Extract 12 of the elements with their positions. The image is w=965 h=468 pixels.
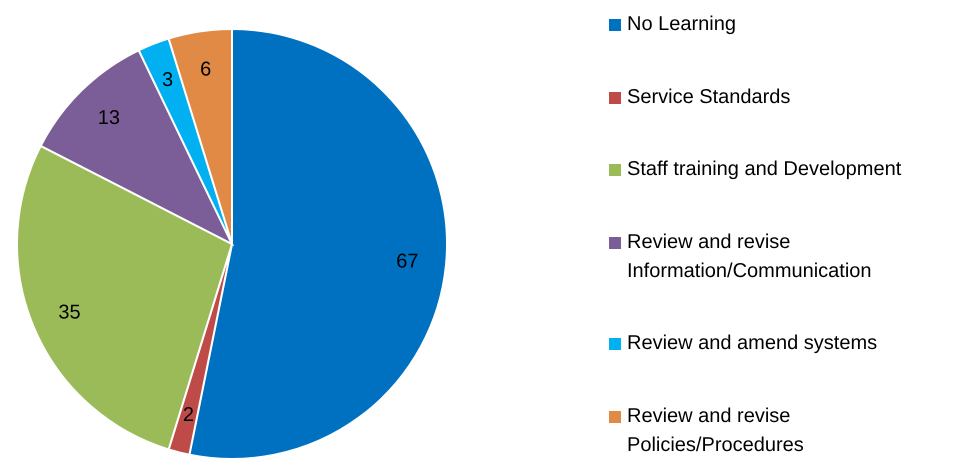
legend-label: No Learning [627,12,736,37]
data-label: 3 [162,68,174,91]
data-label: 13 [98,106,120,129]
data-label: 6 [200,58,212,81]
legend-label: Staff training and Development [627,157,902,182]
data-label: 35 [58,301,81,324]
legend-label: Review and revise Policies/Procedures [627,404,805,458]
legend-label: Review and revise Information/Communication [627,230,873,284]
legend-label: Service Standards [627,84,790,110]
data-label: 67 [396,250,419,273]
legend-label: Review and amend systems [627,331,878,356]
data-label: 2 [182,404,194,426]
